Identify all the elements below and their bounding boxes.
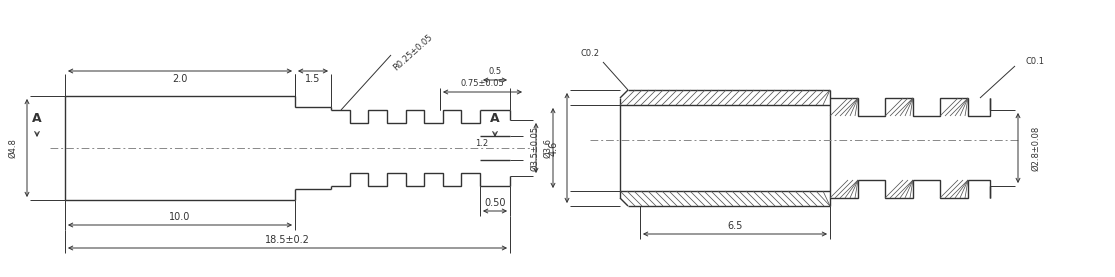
Text: 6.5: 6.5: [727, 221, 743, 231]
Text: Ø3.6: Ø3.6: [543, 138, 553, 158]
Text: C0.1: C0.1: [1026, 58, 1045, 66]
Text: R0.25±0.05: R0.25±0.05: [391, 33, 435, 73]
Text: 4.6: 4.6: [549, 140, 559, 156]
Text: Ø2.8±0.08: Ø2.8±0.08: [1031, 125, 1040, 171]
Text: 2.0: 2.0: [173, 74, 187, 84]
Text: 1.5: 1.5: [306, 74, 321, 84]
Text: C0.2: C0.2: [581, 50, 600, 58]
Text: 0.5: 0.5: [488, 68, 502, 76]
Text: 18.5±0.2: 18.5±0.2: [265, 235, 310, 245]
Text: Ø3.5±0.05: Ø3.5±0.05: [531, 125, 540, 171]
Text: A: A: [32, 112, 42, 124]
Text: A: A: [491, 112, 500, 124]
Text: Ø4.8: Ø4.8: [9, 138, 18, 158]
Text: 0.50: 0.50: [484, 198, 506, 208]
Text: 0.75±0.05: 0.75±0.05: [460, 79, 504, 88]
Text: 1.2: 1.2: [475, 140, 488, 148]
Text: 10.0: 10.0: [169, 212, 191, 222]
